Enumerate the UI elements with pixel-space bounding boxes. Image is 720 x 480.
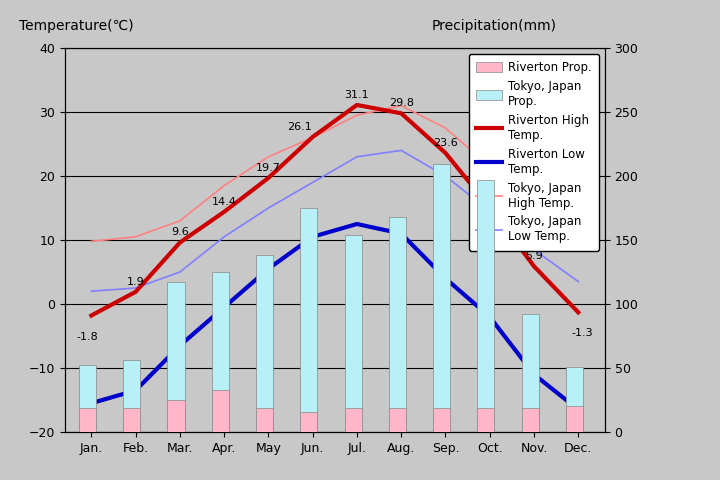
Tokyo, Japan
High Temp. <box>176 218 184 224</box>
Text: 5.9: 5.9 <box>525 251 543 261</box>
Riverton High
Temp. <box>485 204 494 210</box>
Bar <box>345 408 361 432</box>
Text: 23.6: 23.6 <box>433 138 458 148</box>
Riverton Low
Temp. <box>176 343 184 348</box>
Bar <box>300 411 318 432</box>
Bar <box>345 235 361 432</box>
Text: 26.1: 26.1 <box>287 122 312 132</box>
Tokyo, Japan
Low Temp. <box>131 285 140 291</box>
Bar <box>521 408 539 432</box>
Riverton High
Temp. <box>574 310 582 315</box>
Tokyo, Japan
High Temp. <box>353 112 361 118</box>
Riverton Low
Temp. <box>441 276 450 281</box>
Tokyo, Japan
High Temp. <box>308 135 317 141</box>
Text: 14.4: 14.4 <box>212 197 237 207</box>
Riverton Low
Temp. <box>308 234 317 240</box>
Legend: Riverton Prop., Tokyo, Japan
Prop., Riverton High
Temp., Riverton Low
Temp., Tok: Riverton Prop., Tokyo, Japan Prop., Rive… <box>469 54 599 251</box>
Riverton High
Temp. <box>308 134 317 140</box>
Bar <box>477 408 495 432</box>
Tokyo, Japan
High Temp. <box>264 154 273 160</box>
Riverton High
Temp. <box>353 102 361 108</box>
Tokyo, Japan
Low Temp. <box>264 205 273 211</box>
Bar <box>256 408 273 432</box>
Tokyo, Japan
Low Temp. <box>530 247 539 252</box>
Bar <box>477 180 495 432</box>
Riverton Low
Temp. <box>485 314 494 320</box>
Riverton High
Temp. <box>131 289 140 295</box>
Text: 31.1: 31.1 <box>345 90 369 100</box>
Bar <box>212 272 229 432</box>
Riverton High
Temp. <box>220 209 228 215</box>
Bar <box>123 408 140 432</box>
Text: -1.8: -1.8 <box>76 332 98 342</box>
Bar <box>389 408 406 432</box>
Text: Temperature(℃): Temperature(℃) <box>19 19 133 33</box>
Bar <box>433 165 450 432</box>
Tokyo, Japan
Low Temp. <box>220 234 228 240</box>
Bar <box>566 367 583 432</box>
Tokyo, Japan
Low Temp. <box>176 269 184 275</box>
Tokyo, Japan
High Temp. <box>574 231 582 237</box>
Riverton High
Temp. <box>441 150 450 156</box>
Bar <box>566 407 583 432</box>
Tokyo, Japan
Low Temp. <box>441 173 450 179</box>
Riverton Low
Temp. <box>397 231 405 237</box>
Tokyo, Japan
Low Temp. <box>397 147 405 153</box>
Riverton Low
Temp. <box>264 266 273 272</box>
Text: 29.8: 29.8 <box>389 98 414 108</box>
Tokyo, Japan
High Temp. <box>87 239 96 244</box>
Riverton Low
Temp. <box>131 387 140 393</box>
Riverton Low
Temp. <box>220 304 228 310</box>
Tokyo, Japan
Low Temp. <box>574 279 582 285</box>
Tokyo, Japan
High Temp. <box>131 234 140 240</box>
Riverton High
Temp. <box>87 312 96 318</box>
Tokyo, Japan
High Temp. <box>530 199 539 204</box>
Riverton Low
Temp. <box>574 407 582 412</box>
Text: -1.3: -1.3 <box>572 328 593 338</box>
Bar <box>212 390 229 432</box>
Riverton High
Temp. <box>397 110 405 116</box>
Tokyo, Japan
Low Temp. <box>485 208 494 214</box>
Riverton Low
Temp. <box>87 400 96 406</box>
Riverton High
Temp. <box>530 264 539 269</box>
Text: 19.7: 19.7 <box>256 163 281 173</box>
Bar <box>521 314 539 432</box>
Bar <box>123 360 140 432</box>
Riverton High
Temp. <box>264 175 273 181</box>
Riverton High
Temp. <box>176 240 184 245</box>
Bar <box>256 255 273 432</box>
Tokyo, Japan
High Temp. <box>397 103 405 108</box>
Text: 1.9: 1.9 <box>127 276 145 287</box>
Tokyo, Japan
High Temp. <box>220 183 228 189</box>
Bar <box>300 208 318 432</box>
Text: 15.1: 15.1 <box>477 192 502 202</box>
Bar <box>389 217 406 432</box>
Line: Riverton High
Temp.: Riverton High Temp. <box>91 105 578 315</box>
Tokyo, Japan
Low Temp. <box>308 180 317 185</box>
Line: Riverton Low
Temp.: Riverton Low Temp. <box>91 224 578 409</box>
Text: Precipitation(mm): Precipitation(mm) <box>432 19 557 33</box>
Line: Tokyo, Japan
Low Temp.: Tokyo, Japan Low Temp. <box>91 150 578 291</box>
Tokyo, Japan
Low Temp. <box>87 288 96 294</box>
Bar <box>79 365 96 432</box>
Bar <box>168 400 184 432</box>
Tokyo, Japan
Low Temp. <box>353 154 361 160</box>
Bar <box>79 408 96 432</box>
Riverton Low
Temp. <box>353 221 361 227</box>
Line: Tokyo, Japan
High Temp.: Tokyo, Japan High Temp. <box>91 106 578 241</box>
Tokyo, Japan
High Temp. <box>485 164 494 169</box>
Text: 9.6: 9.6 <box>171 228 189 238</box>
Bar <box>168 282 184 432</box>
Tokyo, Japan
High Temp. <box>441 125 450 131</box>
Bar <box>433 408 450 432</box>
Riverton Low
Temp. <box>530 372 539 377</box>
